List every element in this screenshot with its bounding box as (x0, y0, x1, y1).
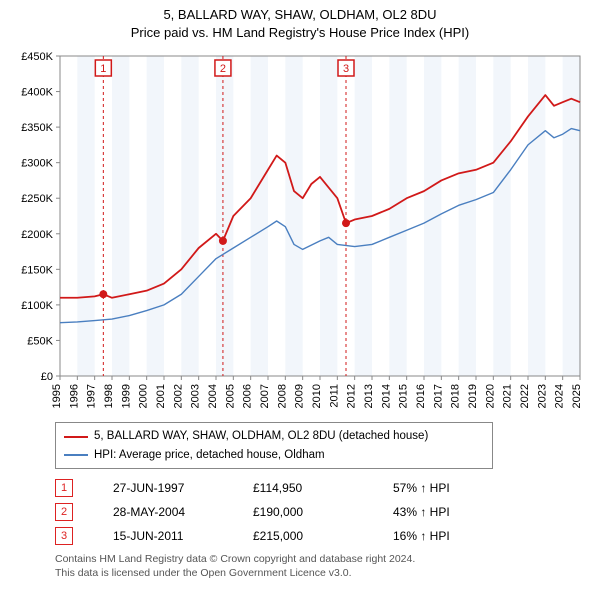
svg-text:2011: 2011 (328, 384, 340, 408)
svg-text:2: 2 (220, 63, 226, 75)
svg-text:2013: 2013 (363, 384, 375, 408)
svg-text:£250K: £250K (21, 194, 53, 206)
svg-text:2004: 2004 (207, 384, 219, 408)
legend-swatch (64, 436, 88, 438)
svg-text:2012: 2012 (346, 384, 358, 408)
svg-text:2008: 2008 (276, 384, 288, 408)
svg-text:2002: 2002 (172, 384, 184, 408)
svg-text:2019: 2019 (467, 384, 479, 408)
legend-swatch (64, 454, 88, 456)
svg-text:2020: 2020 (484, 384, 496, 408)
footer-line2: This data is licensed under the Open Gov… (55, 567, 600, 581)
svg-text:£150K: £150K (21, 265, 53, 277)
svg-text:1998: 1998 (103, 384, 115, 408)
svg-text:1996: 1996 (68, 384, 80, 408)
svg-text:£200K: £200K (21, 229, 53, 241)
svg-text:2005: 2005 (224, 384, 236, 408)
svg-text:2024: 2024 (554, 384, 566, 408)
sale-date: 27-JUN-1997 (113, 481, 213, 495)
svg-text:£400K: £400K (21, 87, 53, 99)
sale-marker-box: 3 (55, 527, 73, 545)
svg-text:2014: 2014 (380, 384, 392, 408)
svg-text:1995: 1995 (51, 384, 63, 408)
legend-label: HPI: Average price, detached house, Oldh… (94, 446, 325, 464)
svg-text:£50K: £50K (27, 336, 53, 348)
svg-text:1: 1 (100, 63, 106, 75)
title-address: 5, BALLARD WAY, SHAW, OLDHAM, OL2 8DU (0, 6, 600, 24)
svg-text:2003: 2003 (190, 384, 202, 408)
sale-marker-box: 1 (55, 479, 73, 497)
sale-row: 2 28-MAY-2004 £190,000 43% ↑ HPI (55, 503, 600, 521)
svg-text:2010: 2010 (311, 384, 323, 408)
title-subtitle: Price paid vs. HM Land Registry's House … (0, 24, 600, 42)
sale-hpi: 43% ↑ HPI (393, 505, 493, 519)
sale-marker-box: 2 (55, 503, 73, 521)
sale-row: 1 27-JUN-1997 £114,950 57% ↑ HPI (55, 479, 600, 497)
chart-svg: £0 £50K £100K £150K £200K £250K £300K £350K £400… (10, 46, 590, 416)
legend-item: 5, BALLARD WAY, SHAW, OLDHAM, OL2 8DU (d… (64, 427, 484, 445)
footer: Contains HM Land Registry data © Crown c… (55, 553, 600, 580)
chart-container: 5, BALLARD WAY, SHAW, OLDHAM, OL2 8DU Pr… (0, 0, 600, 580)
svg-text:2009: 2009 (294, 384, 306, 408)
legend: 5, BALLARD WAY, SHAW, OLDHAM, OL2 8DU (d… (55, 422, 493, 469)
sale-hpi: 16% ↑ HPI (393, 529, 493, 543)
sale-price: £215,000 (253, 529, 353, 543)
footer-line1: Contains HM Land Registry data © Crown c… (55, 553, 600, 567)
sale-hpi: 57% ↑ HPI (393, 481, 493, 495)
svg-text:£450K: £450K (21, 51, 53, 63)
svg-text:2022: 2022 (519, 384, 531, 408)
svg-text:2023: 2023 (536, 384, 548, 408)
svg-text:2016: 2016 (415, 384, 427, 408)
svg-text:2001: 2001 (155, 384, 167, 408)
svg-text:1997: 1997 (86, 384, 98, 408)
svg-text:2006: 2006 (242, 384, 254, 408)
sale-price: £114,950 (253, 481, 353, 495)
title-block: 5, BALLARD WAY, SHAW, OLDHAM, OL2 8DU Pr… (0, 0, 600, 46)
chart: £0 £50K £100K £150K £200K £250K £300K £350K £400… (10, 46, 590, 416)
sale-date: 15-JUN-2011 (113, 529, 213, 543)
svg-text:£0: £0 (41, 371, 53, 383)
legend-item: HPI: Average price, detached house, Oldh… (64, 446, 484, 464)
svg-text:2021: 2021 (502, 384, 514, 408)
svg-text:2025: 2025 (571, 384, 583, 408)
svg-text:2007: 2007 (259, 384, 271, 408)
svg-text:2000: 2000 (138, 384, 150, 408)
sale-price: £190,000 (253, 505, 353, 519)
sales-table: 1 27-JUN-1997 £114,950 57% ↑ HPI 2 28-MAY-200… (55, 479, 600, 545)
svg-text:2015: 2015 (398, 384, 410, 408)
svg-text:£350K: £350K (21, 122, 53, 134)
svg-text:1999: 1999 (120, 384, 132, 408)
sale-date: 28-MAY-2004 (113, 505, 213, 519)
svg-text:£300K: £300K (21, 158, 53, 170)
svg-text:3: 3 (343, 63, 349, 75)
svg-text:£100K: £100K (21, 300, 53, 312)
svg-text:2018: 2018 (450, 384, 462, 408)
legend-label: 5, BALLARD WAY, SHAW, OLDHAM, OL2 8DU (d… (94, 427, 428, 445)
svg-text:2017: 2017 (432, 384, 444, 408)
sale-row: 3 15-JUN-2011 £215,000 16% ↑ HPI (55, 527, 600, 545)
